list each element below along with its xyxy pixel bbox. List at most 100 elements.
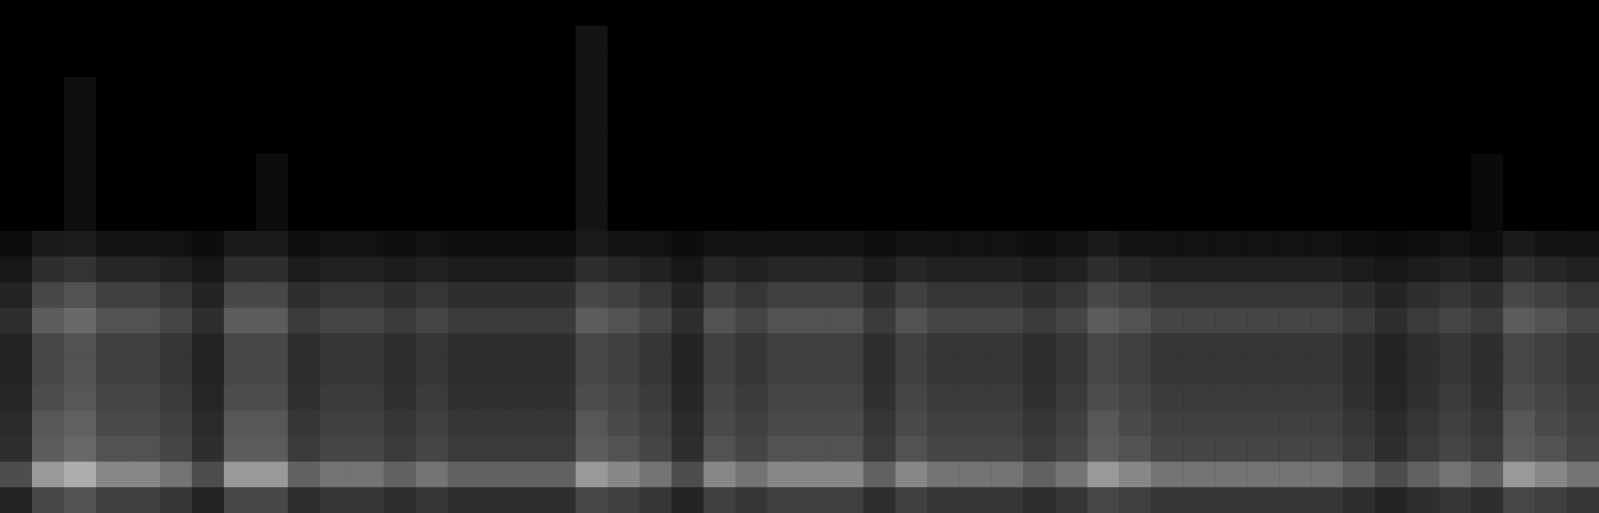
heatmap-cell [1503, 308, 1535, 334]
heatmap-cell [991, 0, 1023, 26]
heatmap-cell [1119, 308, 1151, 334]
heatmap-cell [288, 77, 320, 103]
heatmap-cell [224, 180, 256, 206]
heatmap-cell [1567, 436, 1599, 462]
heatmap-cell [991, 103, 1023, 129]
heatmap-cell [32, 333, 64, 359]
heatmap-cell [352, 410, 384, 436]
heatmap-cell [1055, 205, 1087, 231]
heatmap-cell [480, 26, 512, 52]
heatmap-cell [991, 26, 1023, 52]
heatmap-cell [959, 308, 991, 334]
heatmap-cell [927, 308, 959, 334]
heatmap-cell [192, 77, 224, 103]
heatmap-cell [1023, 385, 1055, 411]
heatmap-cell [64, 308, 96, 334]
heatmap-cell [448, 0, 480, 26]
heatmap-cell [384, 359, 416, 385]
heatmap-cell [448, 308, 480, 334]
heatmap-cell [895, 257, 927, 283]
heatmap-cell [1279, 0, 1311, 26]
heatmap-cell [288, 26, 320, 52]
heatmap-cell [927, 0, 959, 26]
heatmap-cell [256, 128, 288, 154]
heatmap-cell [1311, 359, 1343, 385]
heatmap-cell [544, 282, 576, 308]
heatmap-cell [1471, 205, 1503, 231]
heatmap-cell [1439, 359, 1471, 385]
heatmap-cell [1279, 205, 1311, 231]
heatmap-cell [1471, 333, 1503, 359]
heatmap-cell [1439, 103, 1471, 129]
heatmap-cell [224, 410, 256, 436]
heatmap-cell [192, 282, 224, 308]
heatmap-cell [704, 359, 736, 385]
heatmap-cell [160, 103, 192, 129]
heatmap-cell [895, 436, 927, 462]
heatmap-cell [288, 359, 320, 385]
heatmap-cell [416, 231, 448, 257]
heatmap-cell [831, 154, 863, 180]
heatmap-cell [0, 308, 32, 334]
heatmap-cell [32, 77, 64, 103]
heatmap-cell [736, 436, 768, 462]
heatmap-cell [352, 462, 384, 488]
heatmap-cell [128, 308, 160, 334]
heatmap-cell [927, 51, 959, 77]
heatmap-cell [1023, 0, 1055, 26]
heatmap-cell [704, 51, 736, 77]
heatmap-cell [1087, 436, 1119, 462]
heatmap-cell [1055, 282, 1087, 308]
heatmap-cell [895, 51, 927, 77]
heatmap-cell [1279, 487, 1311, 513]
heatmap-cell [1471, 487, 1503, 513]
heatmap-cell [704, 154, 736, 180]
heatmap-cell [959, 487, 991, 513]
heatmap-cell [512, 462, 544, 488]
heatmap-cell [1439, 51, 1471, 77]
heatmap-cell [0, 359, 32, 385]
heatmap-cell [704, 26, 736, 52]
heatmap-cell [959, 359, 991, 385]
heatmap-cell [672, 487, 704, 513]
heatmap-cell [959, 0, 991, 26]
heatmap-cell [0, 231, 32, 257]
heatmap-cell [895, 0, 927, 26]
heatmap-cell [480, 0, 512, 26]
heatmap-cell [1119, 385, 1151, 411]
heatmap-cell [352, 333, 384, 359]
heatmap-cell [959, 385, 991, 411]
heatmap-cell [768, 308, 800, 334]
heatmap-cell [1311, 385, 1343, 411]
heatmap-cell [1055, 180, 1087, 206]
heatmap-cell [416, 154, 448, 180]
heatmap-cell [1055, 410, 1087, 436]
heatmap-cell [608, 257, 640, 283]
heatmap-cell [1471, 26, 1503, 52]
heatmap-cell [256, 231, 288, 257]
heatmap-cell [863, 487, 895, 513]
heatmap-cell [1503, 154, 1535, 180]
heatmap-cell [288, 128, 320, 154]
heatmap-cell [672, 103, 704, 129]
heatmap-cell [927, 410, 959, 436]
heatmap-cell [1471, 385, 1503, 411]
heatmap-cell [1375, 180, 1407, 206]
heatmap-cell [736, 26, 768, 52]
heatmap-cell [736, 487, 768, 513]
heatmap-cell [416, 51, 448, 77]
heatmap-cell [959, 154, 991, 180]
heatmap-cell [1503, 359, 1535, 385]
heatmap-cell [288, 410, 320, 436]
heatmap-cell [32, 359, 64, 385]
heatmap-cell [320, 103, 352, 129]
heatmap-cell [480, 359, 512, 385]
heatmap-cell [640, 51, 672, 77]
heatmap-cell [1567, 180, 1599, 206]
heatmap-cell [1247, 333, 1279, 359]
heatmap-cell [576, 128, 608, 154]
heatmap-cell [1151, 410, 1183, 436]
heatmap-cell [384, 282, 416, 308]
heatmap-cell [1407, 282, 1439, 308]
heatmap-cell [1311, 257, 1343, 283]
